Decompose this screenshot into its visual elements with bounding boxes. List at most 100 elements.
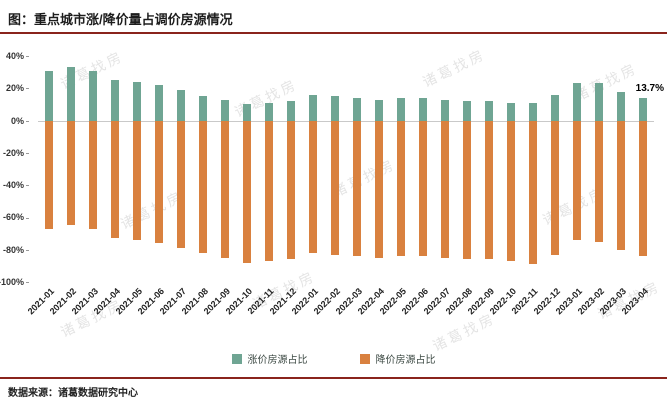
down-bar [133,120,141,241]
bar-column: 2023-01 [554,56,588,316]
down-bar [617,120,625,250]
up-bar [133,81,141,121]
annotation-label: 13.7% [635,83,664,94]
up-bar [397,97,405,121]
down-bar [507,120,515,261]
legend-swatch [359,353,370,364]
up-bar [353,97,361,121]
up-bar [573,83,581,121]
bar-column: 2022-06 [400,56,434,316]
up-bar [309,94,317,121]
up-bar [331,96,339,121]
bar-column: 2022-02 [312,56,346,316]
bar-column: 2021-04 [92,56,126,316]
up-bar [177,89,185,121]
bar-column: 2022-11 [510,56,544,316]
bar-column: 2022-10 [488,56,522,316]
down-bar [243,120,251,263]
down-bar [441,120,449,258]
down-bar [419,120,427,257]
bar-column: 2021-10 [224,56,258,316]
down-bar [45,120,53,229]
down-bar [199,120,207,253]
up-bar [617,91,625,121]
y-tick-label: -20% [3,148,29,158]
y-tick-label: 20% [6,83,29,93]
down-bar [287,120,295,260]
bar-column: 2021-12 [268,56,302,316]
up-bar [287,101,295,121]
up-bar [221,99,229,121]
down-bar [529,120,537,265]
legend-swatch [231,353,242,364]
y-axis: 40% 20% 0% -20% -40% -60% -80% -100% [0,51,34,287]
legend-item-up: 涨价房源占比 [231,351,308,366]
down-bar [309,120,317,253]
up-bar [243,104,251,121]
bar-column: 2022-07 [422,56,456,316]
y-tick-label: 40% [6,51,29,61]
bar-column: 2021-03 [70,56,104,316]
bar-column: 2021-05 [114,56,148,316]
legend-label-up: 涨价房源占比 [247,355,308,366]
bar-chart: 40% 20% 0% -20% -40% -60% -80% -100% 2021-01 202… [0,36,667,342]
down-bar [265,120,273,261]
y-tick-label: -60% [3,212,29,222]
y-tick-label: -80% [3,245,29,255]
down-bar [639,120,647,257]
up-bar [67,67,75,121]
up-bar [639,98,647,121]
up-bar [529,102,537,121]
down-bar [67,120,75,226]
down-bar [155,120,163,244]
up-bar [375,99,383,121]
legend-item-down: 降价房源占比 [359,351,436,366]
up-bar [265,102,273,121]
bar-column: 2022-08 [444,56,478,316]
up-bar [441,99,449,121]
up-bar [507,102,515,121]
up-bar [45,70,53,121]
down-bar [177,120,185,249]
up-bar [485,101,493,121]
y-tick-label: 0% [11,116,29,126]
up-bar [111,80,119,121]
source-note: 数据来源：诸葛数据研究中心 [8,388,138,399]
down-bar [573,120,581,241]
legend-label-down: 降价房源占比 [375,355,436,366]
plot-area: 2021-01 2021-02 2021-03 2021-04 2021-05 2021-… [26,56,654,316]
title-divider [0,32,667,34]
bar-column: 2021-09 [202,56,236,316]
zero-axis-line [38,120,654,122]
bar-column: 2021-06 [136,56,170,316]
bar-column: 2022-09 [466,56,500,316]
up-bar [419,97,427,121]
bar-column: 2022-01 [290,56,324,316]
y-tick-label: -40% [3,180,29,190]
down-bar [551,120,559,255]
bar-column: 2021-07 [158,56,192,316]
down-bar [375,120,383,258]
down-bar [463,120,471,260]
down-bar [485,120,493,260]
bar-column: 2022-05 [378,56,412,316]
up-bar [89,70,97,121]
down-bar [595,120,603,242]
down-bar [397,120,405,257]
up-bar [463,101,471,121]
down-bar [111,120,119,239]
bar-column: 2022-12 [532,56,566,316]
down-bar [331,120,339,255]
bar-column: 2023-02 [576,56,610,316]
chart-title: 图：重点城市涨/降价量占调价房源情况 [8,12,233,27]
chart-legend: 涨价房源占比 降价房源占比 [0,351,667,366]
up-bar [155,85,163,121]
bar-column: 2023-03 [598,56,632,316]
bar-column: 2021-01 [26,56,60,316]
bar-column: 2021-11 [246,56,280,316]
down-bar [89,120,97,229]
down-bar [353,120,361,257]
up-bar [551,94,559,121]
bar-column: 2023-04 [620,56,654,316]
